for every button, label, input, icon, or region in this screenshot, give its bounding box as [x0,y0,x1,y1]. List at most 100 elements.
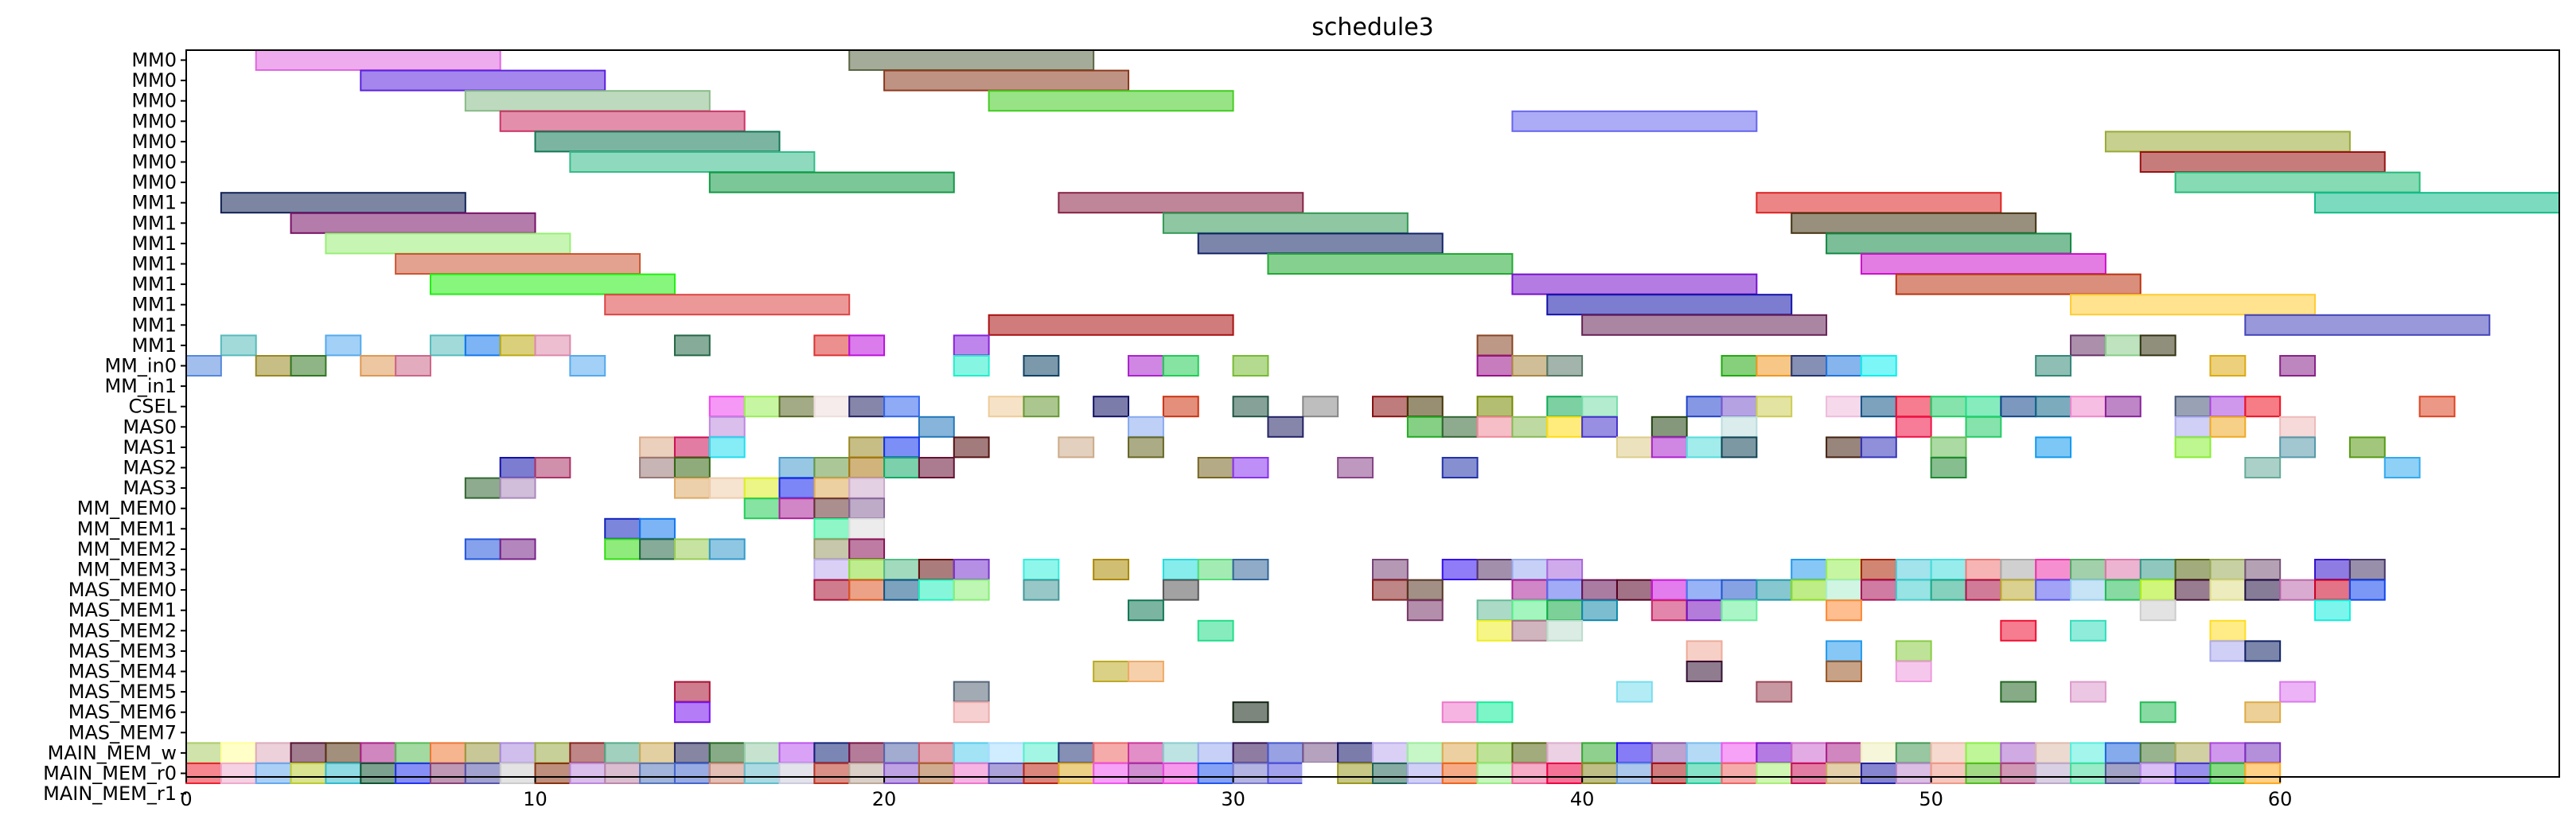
task-bar [988,763,1025,784]
task-bar [1058,763,1095,784]
task-bar [778,396,816,418]
task-bar [2209,396,2247,418]
task-bar [1756,681,1793,703]
task-bar [1406,763,1444,784]
task-bar [813,763,851,784]
task-bar [953,701,990,724]
task-bar [639,742,676,764]
task-bar [2070,334,2106,357]
task-bar [1162,742,1199,764]
task-bar [1895,579,1932,601]
task-bar [2174,436,2212,459]
task-bar [2209,559,2247,580]
task-bar [1930,742,1967,764]
task-bar [290,763,327,784]
task-bar [1372,396,1409,418]
task-bar [1686,742,1723,764]
task-bar [1406,599,1444,622]
task-bar [1267,416,1304,438]
task-bar [813,559,851,580]
y-tick-label: MAS_MEM1 [68,599,177,622]
y-tick-label: MM_MEM1 [77,517,177,540]
task-bar [1581,314,1828,336]
task-bar [1128,416,1164,438]
task-bar [1826,742,1862,764]
task-bar [1476,416,1514,438]
task-bar [1756,742,1793,764]
task-bar [1372,763,1409,784]
task-bar [1232,763,1269,784]
task-bar [569,151,816,173]
task-bar [1337,457,1374,478]
task-bar [569,763,606,784]
y-tick-label: MM0 [131,131,177,153]
task-bar [1023,396,1060,418]
task-bar [395,742,431,764]
task-bar [360,355,397,377]
task-bar [429,273,676,295]
task-bar [1826,640,1862,662]
task-bar [464,538,501,560]
task-bar [848,763,886,784]
x-tick-label: 30 [1221,788,1245,810]
task-bar [2070,763,2106,784]
task-bar [2174,559,2212,580]
task-bar [1860,742,1897,764]
task-bar [1406,396,1444,418]
task-bar [1197,619,1234,642]
task-bar [639,436,676,459]
task-bar [2104,396,2141,418]
task-bar [604,294,851,316]
task-bar [2139,579,2177,601]
task-bar [2035,436,2072,459]
task-bar [1093,396,1130,418]
y-tick-label: MAS0 [123,416,177,438]
task-bar [848,477,886,499]
task-bar [1791,559,1828,580]
task-bar [708,763,746,784]
task-bar [2070,579,2106,601]
y-tick-label: MAS_MEM4 [68,661,177,683]
task-bar [2035,396,2072,418]
task-bar [743,396,781,418]
x-tick-label: 0 [180,788,192,810]
task-bar [1476,599,1514,622]
task-bar [918,457,955,478]
task-bar [2279,681,2317,703]
task-bar [1302,396,1339,418]
task-bar [1372,559,1409,580]
task-bar [848,559,886,580]
task-bar [499,457,536,478]
task-bar [1511,599,1549,622]
task-bar [534,742,571,764]
task-bar [1650,599,1688,622]
task-bar [1965,742,2002,764]
task-bar [2418,396,2456,418]
task-bar [2104,559,2141,580]
task-bar [1511,110,1758,132]
task-bar [1721,742,1758,764]
task-bar [2139,763,2177,784]
y-tick-label: MAS3 [123,477,177,499]
task-bar [290,212,536,234]
task-bar [883,457,920,478]
task-bar [953,436,990,459]
task-bar [1232,355,1269,377]
task-bar [2000,681,2037,703]
x-tick-label: 20 [872,788,897,810]
task-bar [1232,742,1269,764]
task-bar [2000,742,2037,764]
task-bar [1686,396,1723,418]
task-bar [1895,559,1932,580]
task-bar [883,69,1130,92]
task-bar [2174,742,2212,764]
task-bar [2209,619,2247,642]
task-bar [1232,701,1269,724]
y-tick-label: MM1 [131,273,177,295]
task-bar [918,416,955,438]
task-bar [1441,559,1479,580]
task-bar [1721,416,1758,438]
task-bar [1093,742,1130,764]
task-bar [1546,579,1584,601]
task-bar [2000,619,2037,642]
